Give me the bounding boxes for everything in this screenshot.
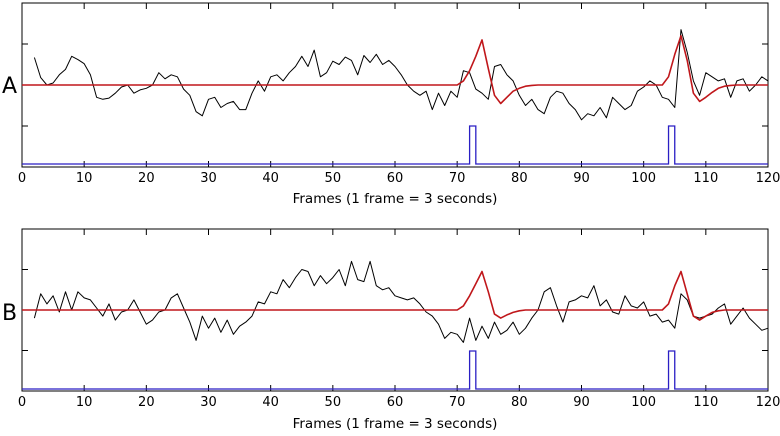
x-tick-label-b: 10: [76, 395, 93, 410]
x-tick-label-b: 120: [756, 395, 780, 410]
x-axis-label-a: Frames (1 frame = 3 seconds): [293, 191, 498, 207]
panel-label-b: B: [2, 301, 17, 326]
x-tick-label-a: 20: [138, 171, 155, 186]
x-tick-label-b: 0: [18, 395, 26, 410]
x-tick-label-b: 90: [573, 395, 590, 410]
x-tick-label-a: 90: [573, 171, 590, 186]
x-tick-label-b: 30: [200, 395, 217, 410]
x-tick-label-b: 50: [325, 395, 342, 410]
x-tick-label-a: 110: [693, 171, 718, 186]
x-tick-label-b: 70: [449, 395, 466, 410]
stimulus-trace-a: [22, 125, 768, 165]
panel-a: 0 10 20 30 40 50 60 70 80 90 100 110 120 A Frames (1 f…: [2, 2, 780, 207]
model-line-a: [22, 34, 768, 105]
stimulus-trace-b: [22, 350, 768, 390]
x-tick-label-b: 20: [138, 395, 155, 410]
x-tick-label-b: 110: [693, 395, 718, 410]
x-axis-label-b: Frames (1 frame = 3 seconds): [293, 416, 498, 432]
x-tick-label-a: 0: [18, 171, 26, 186]
x-tick-label-a: 40: [262, 171, 279, 186]
x-tick-label-a: 10: [76, 171, 93, 186]
x-tick-label-a: 120: [756, 171, 780, 186]
signal-line-a: [33, 29, 769, 121]
panel-b: 0 10 20 30 40 50 60 70 80 90 100 110 120 B Frames (1 f…: [2, 228, 780, 432]
x-tick-label-a: 80: [511, 171, 528, 186]
x-tick-label-a: 30: [200, 171, 217, 186]
x-tick-label-a: 50: [325, 171, 342, 186]
x-tick-label-b: 80: [511, 395, 528, 410]
x-tick-label-b: 100: [631, 395, 656, 410]
model-line-b: [22, 270, 768, 321]
x-tick-label-a: 100: [631, 171, 656, 186]
x-tick-label-a: 60: [387, 171, 404, 186]
x-tick-label-a: 70: [449, 171, 466, 186]
x-tick-label-b: 40: [262, 395, 279, 410]
signal-line-b: [33, 260, 769, 343]
x-tick-label-b: 60: [387, 395, 404, 410]
panel-label-a: A: [2, 74, 17, 99]
